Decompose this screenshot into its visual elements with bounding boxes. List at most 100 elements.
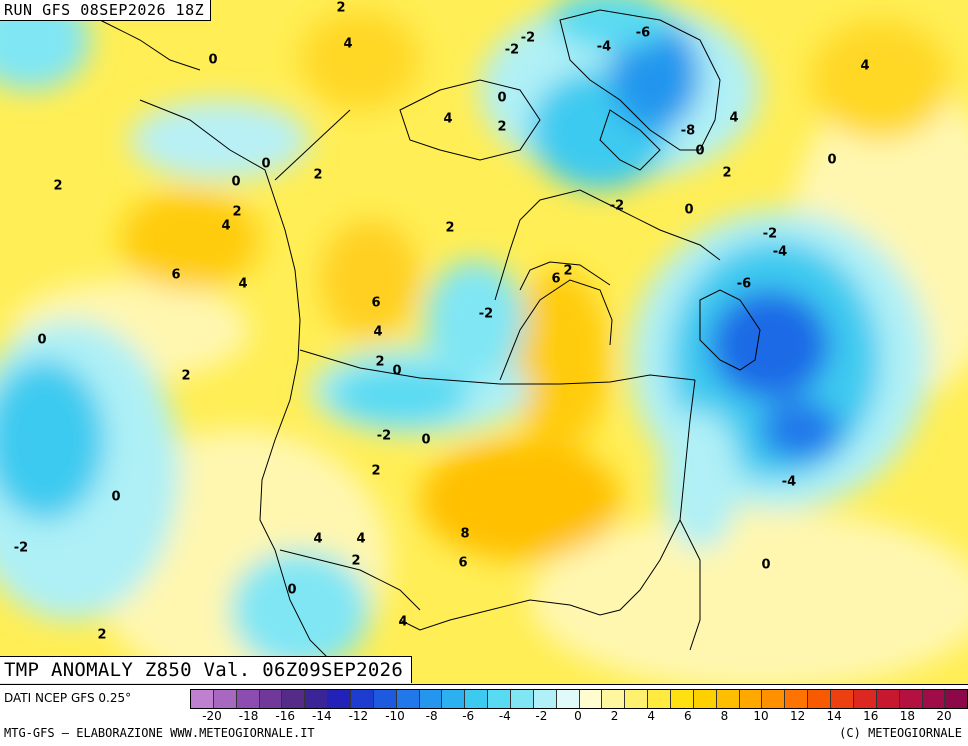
contour-label: 0 [684,203,693,218]
scale-swatch [556,690,580,708]
scale-tick-label: 16 [863,709,879,723]
scale-swatch [831,690,854,708]
contour-label: 2 [336,1,345,16]
scale-tick-label: -16 [275,709,295,723]
contour-label: 2 [97,628,106,643]
contour-label: 0 [208,53,217,68]
contour-label: 2 [313,168,322,183]
scale-swatch [899,690,923,708]
scale-swatch [922,690,946,708]
scale-tick-label: 8 [720,709,729,723]
scale-swatch [259,690,283,708]
scale-tick-label: -10 [385,709,405,723]
scale-swatch [282,690,306,708]
contour-label: 4 [238,277,247,292]
data-source-label: DATI NCEP GFS 0.25° [4,691,132,705]
contour-label: 6 [458,556,467,571]
color-scale-bar [190,689,968,709]
scale-swatch [762,690,786,708]
run-info-label: RUN GFS 08SEP2026 18Z [0,0,212,21]
scale-swatch [328,690,352,708]
contour-label: 4 [343,37,352,52]
contour-label: 0 [695,144,704,159]
contour-label: 4 [398,615,407,630]
contour-label: 2 [375,355,384,370]
scale-tick-label: 12 [789,709,806,723]
contour-label: 0 [421,433,430,448]
scale-tick-label: -4 [498,709,511,723]
scale-tick-label: -12 [348,709,369,723]
scale-swatch [373,690,397,708]
scale-swatch [648,690,672,708]
contour-label: -2 [763,227,777,242]
contour-label: 4 [860,59,869,74]
credit-left: MTG-GFS – ELABORAZIONE WWW.METEOGIORNALE… [4,726,315,740]
scale-tick-label: 18 [899,709,916,723]
scale-tick-label: 6 [683,709,692,723]
scale-swatch [602,690,626,708]
contour-label: -2 [479,307,493,322]
scale-swatch [351,690,374,708]
scale-tick-label: -2 [535,709,548,723]
contour-label: 2 [445,221,454,236]
contour-label: 4 [221,219,230,234]
scale-swatch [396,690,420,708]
contour-label: 2 [232,205,241,220]
contour-label: -2 [377,429,391,444]
contour-label: 0 [392,364,401,379]
scale-swatch [511,690,534,708]
contour-label: 2 [371,464,380,479]
temperature-anomaly-map: 2 -2 4 -4 -6 0 -2 0 2 2 4 -8 0 4 0 2 0 2 0 2 2 -2 0 -2 4 2 -4 6 4 6 4-… [0,0,968,684]
contour-label: -2 [14,541,28,556]
contour-label: 4 [313,532,322,547]
scale-tick-label: -14 [311,709,332,723]
scale-tick-label: -20 [202,709,222,723]
contour-label: 2 [53,179,62,194]
contour-label: 4 [356,532,365,547]
scale-tick-label: 2 [610,709,619,723]
scale-tick-label: 14 [826,709,842,723]
scale-swatch [945,690,968,708]
contour-label: 0 [261,157,270,172]
contour-label: 0 [827,153,836,168]
contour-label: 2 [722,166,731,181]
scale-swatch [305,690,329,708]
scale-swatch [716,690,740,708]
scale-swatch [419,690,443,708]
scale-swatch [533,690,557,708]
contour-label: 4 [443,112,452,127]
contour-label: -6 [737,277,751,292]
contour-label: 4 [729,111,738,126]
contour-label: 0 [761,558,770,573]
contour-label: 2 [351,554,360,569]
scale-swatch [785,690,809,708]
scale-swatch [465,690,489,708]
scale-swatch [442,690,466,708]
scale-swatch [236,690,260,708]
scale-swatch [579,690,603,708]
scale-swatch [625,690,649,708]
scale-swatch [853,690,877,708]
scale-swatch [876,690,900,708]
contour-label: -6 [636,26,650,41]
map-title: TMP ANOMALY Z850 Val. 06Z09SEP2026 [0,656,413,683]
scale-swatch [488,690,512,708]
color-scale-ticks: -20 -18 -16 -14 -12 -10 -8 -6 -4 -2 0 2 4 6 8 10 12 14 16 1… [190,709,966,723]
contour-label: 8 [460,527,469,542]
footer: DATI NCEP GFS 0.25° -20 -18 -16 -14 -12 -10 -8… [0,684,968,746]
contour-label: 0 [287,583,296,598]
contour-label: 0 [497,91,506,106]
contour-label: -8 [681,124,695,139]
scale-swatch [671,690,694,708]
contour-label: -4 [597,40,611,55]
scale-tick-label: 20 [936,709,952,723]
contour-label: -4 [782,475,796,490]
contour-label: 2 [497,120,506,135]
contour-label: -2 [610,199,624,214]
scale-tick-label: 4 [647,709,656,723]
scale-tick-label: 10 [753,709,769,723]
scale-swatch [213,690,237,708]
coastlines [99,9,761,661]
scale-swatch [191,690,214,708]
